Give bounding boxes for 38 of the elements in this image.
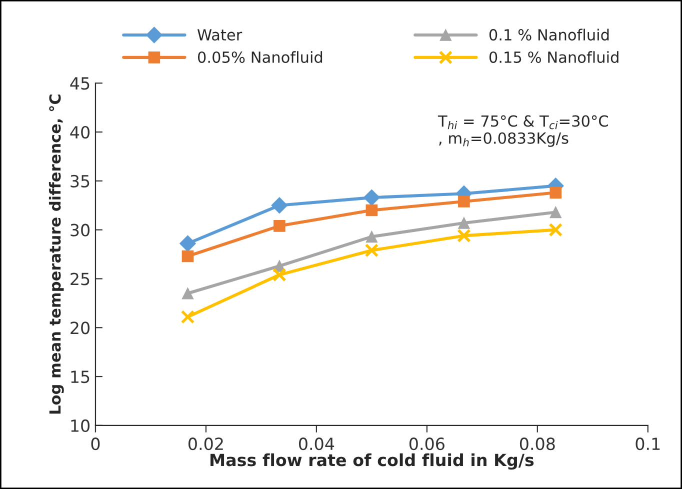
text: T$_{hi}$ = 75°C & T$_{ci}$=30°C , m$_{h}$=0.0833Kg/s <box>438 115 608 147</box>
legend-label: 0.05% Nanofluid <box>198 51 322 63</box>
point <box>457 228 471 243</box>
point <box>366 230 378 243</box>
x-tick-label: 0 <box>91 438 100 450</box>
point <box>458 217 470 229</box>
y-axis-title: Log mean temperature difference, °C <box>48 94 64 414</box>
point <box>180 235 196 252</box>
point <box>274 220 286 232</box>
point <box>271 197 288 214</box>
x-tick-label: 0.08 <box>520 438 555 450</box>
y-tick-label: 40 <box>70 126 90 139</box>
x-tick-label: 0.04 <box>298 438 334 450</box>
y-tick-label: 10 <box>71 419 90 432</box>
y-tick-label: 25 <box>70 272 90 286</box>
legend-label: Water <box>197 29 242 41</box>
point <box>364 243 379 258</box>
point <box>548 222 563 237</box>
y-tick-label: 30 <box>70 224 90 236</box>
y-tick-label: 15 <box>71 370 90 384</box>
point <box>550 206 562 218</box>
y-tick-label: 45 <box>70 77 90 90</box>
legend-label: 0.1 % Nanofluid <box>489 28 609 41</box>
x-tick-label: 0.06 <box>409 438 444 450</box>
point <box>458 196 470 208</box>
point <box>363 189 380 206</box>
point <box>366 204 378 216</box>
point <box>182 287 194 300</box>
y-tick-label: 35 <box>70 174 90 188</box>
x-axis-title: Mass flow rate of cold fluid in Kg/s <box>210 453 534 470</box>
point <box>180 310 195 324</box>
y-tick-label: 20 <box>70 322 90 334</box>
legend-label: 0.15 % Nanofluid <box>489 51 618 63</box>
point <box>550 186 562 199</box>
x-tick-label: 0.02 <box>188 438 223 450</box>
point <box>272 268 286 282</box>
x-tick-label: 0.1 <box>636 438 660 450</box>
point <box>182 250 194 262</box>
